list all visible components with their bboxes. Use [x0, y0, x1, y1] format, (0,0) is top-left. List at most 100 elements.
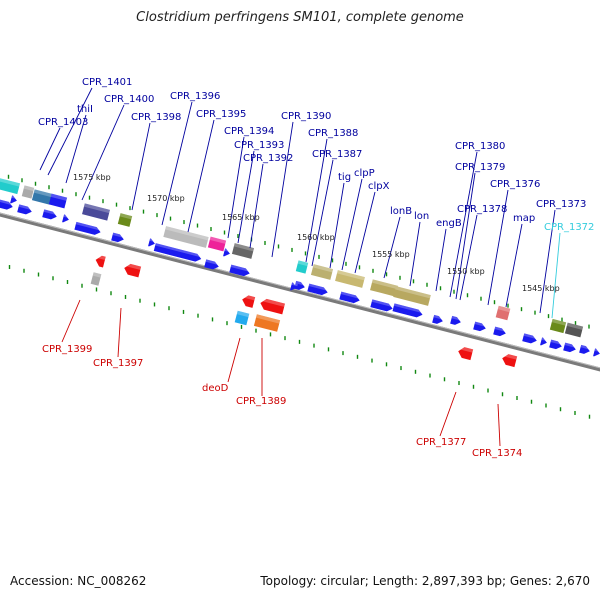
gene-label-lon[interactable]: lon [414, 211, 429, 222]
gene-label-cpr1400[interactable]: CPR_1400 [104, 94, 154, 105]
gene-label-lonb[interactable]: lonB [390, 206, 412, 217]
reverse-cds-1-shine [124, 262, 142, 270]
reverse-cds-4-shine [458, 345, 474, 353]
gene-label-cpr1399[interactable]: CPR_1399 [42, 344, 92, 355]
upper-block-2-shape [31, 189, 53, 205]
scale-label-1575: 1575 kbp [73, 173, 111, 182]
gene-label-cpr1390[interactable]: CPR_1390 [281, 111, 331, 122]
forward-cds-17-shine [523, 333, 538, 340]
forward-cds-10-shine [340, 291, 361, 299]
forward-cds-11 [370, 299, 394, 312]
forward-cds-12 [392, 303, 424, 318]
upper-block-15 [564, 322, 584, 338]
plus-leader-6 [187, 119, 215, 233]
gene-label-cpr1389[interactable]: CPR_1389 [236, 396, 286, 407]
gene-label-map[interactable]: map [513, 213, 535, 224]
upper-block-9-shape [295, 260, 309, 274]
minus-leader-2 [227, 337, 241, 383]
plus-leader-2 [81, 104, 125, 201]
gene-label-cpr1380[interactable]: CPR_1380 [455, 141, 505, 152]
forward-cds-1-shine [18, 204, 33, 211]
gene-label-cpr1372[interactable]: CPR_1372 [544, 222, 594, 233]
gene-label-clpp[interactable]: clpP [354, 168, 375, 179]
upper-block-8-shape [231, 243, 255, 259]
forward-cds-20-shape [579, 344, 590, 354]
scale-label-1550: 1550 kbp [447, 267, 485, 276]
gene-label-cpr1379[interactable]: CPR_1379 [455, 162, 505, 173]
gene-label-cpr1373[interactable]: CPR_1373 [536, 199, 586, 210]
gene-label-cpr1395[interactable]: CPR_1395 [196, 109, 246, 120]
gene-label-thii[interactable]: thiI [77, 104, 93, 115]
forward-cds-small-2-shape [148, 238, 155, 247]
forward-cds-9-shine [308, 283, 329, 291]
gene-label-cpr1378[interactable]: CPR_1378 [457, 204, 507, 215]
gene-label-cpr1376[interactable]: CPR_1376 [490, 179, 540, 190]
upper-block-0-shine [0, 177, 21, 187]
gene-label-cpr1392[interactable]: CPR_1392 [243, 153, 293, 164]
scale-label-1555: 1555 kbp [372, 250, 410, 259]
forward-cds-18-shine [550, 339, 563, 345]
upper-block-2 [31, 189, 53, 205]
forward-cds-14-shine [451, 315, 462, 321]
forward-cds-3-shine [75, 221, 102, 231]
forward-cds-small-6-shine [594, 348, 600, 353]
reverse-cds-5-shine [502, 352, 518, 360]
forward-cds-7 [229, 264, 251, 277]
upper-block-12 [370, 279, 398, 297]
forward-cds-small-2-shine [149, 238, 156, 243]
forward-cds-11-shine [371, 299, 394, 308]
scale-labels: 1575 kbp 1570 kbp 1565 kbp 1560 kbp 1555… [73, 173, 560, 293]
scale-label-1545: 1545 kbp [522, 284, 560, 293]
gene-label-cpr1393[interactable]: CPR_1393 [234, 140, 284, 151]
gene-features [0, 177, 600, 368]
gene-label-cpr1401[interactable]: CPR_1401 [82, 77, 132, 88]
plus-leader-13 [329, 182, 345, 269]
gene-label-cpr1397[interactable]: CPR_1397 [93, 358, 143, 369]
forward-cds-15-shape [473, 321, 486, 332]
upper-block-15-shine [566, 322, 584, 330]
scale-label-1565: 1565 kbp [222, 213, 260, 222]
forward-cds-2-shine [43, 209, 58, 216]
gene-label-engb[interactable]: engB [436, 218, 462, 229]
plus-leader-7 [227, 136, 245, 239]
gene-label-clpx[interactable]: clpX [368, 181, 390, 192]
forward-cds-0 [0, 199, 14, 210]
gene-label-cpr1377[interactable]: CPR_1377 [416, 437, 466, 448]
upper-block-1-shape [21, 185, 35, 199]
upper-block-10-shine [312, 264, 334, 273]
gene-label-cpr1398[interactable]: CPR_1398 [131, 112, 181, 123]
plus-leader-15 [354, 191, 376, 274]
forward-cds-15 [473, 321, 487, 332]
gene-label-cpr1394[interactable]: CPR_1394 [224, 126, 274, 137]
plus-leader-5 [161, 101, 193, 226]
upper-block-6 [163, 226, 209, 248]
gene-label-cpr1403[interactable]: CPR_1403 [38, 117, 88, 128]
plus-leader-24 [539, 209, 556, 314]
plus-leader-10 [271, 121, 294, 258]
forward-cds-7-shine [230, 264, 251, 272]
gene-label-tig[interactable]: tig [338, 172, 351, 183]
gene-label-cpr1374[interactable]: CPR_1374 [472, 448, 522, 459]
gene-label-deod[interactable]: deoD [202, 383, 229, 394]
forward-cds-7-shape [229, 264, 250, 277]
forward-cds-5-shape [153, 243, 202, 262]
gene-label-cpr1388[interactable]: CPR_1388 [308, 128, 358, 139]
gene-label-cpr1396[interactable]: CPR_1396 [170, 91, 220, 102]
plus-leader-9 [249, 163, 264, 249]
upper-block-13 [393, 286, 431, 306]
lower-block-1-shine [236, 310, 250, 318]
forward-cds-4-shine [112, 232, 125, 238]
gene-label-cpr1387[interactable]: CPR_1387 [312, 149, 362, 160]
lower-block-1 [234, 310, 250, 326]
forward-cds-11-shape [370, 299, 393, 312]
upper-block-6-shape [163, 226, 209, 248]
forward-cds-8-shape [294, 280, 305, 290]
forward-cds-16-shape [493, 326, 506, 337]
forward-cds-19-shine [564, 342, 577, 348]
scale-label-1570: 1570 kbp [147, 194, 185, 203]
forward-cds-19 [563, 342, 577, 353]
forward-cds-12-shape [392, 303, 423, 318]
reverse-cds-3-shape [260, 298, 285, 315]
plus-leader-20 [455, 172, 476, 300]
minus-leader-5 [497, 403, 501, 447]
